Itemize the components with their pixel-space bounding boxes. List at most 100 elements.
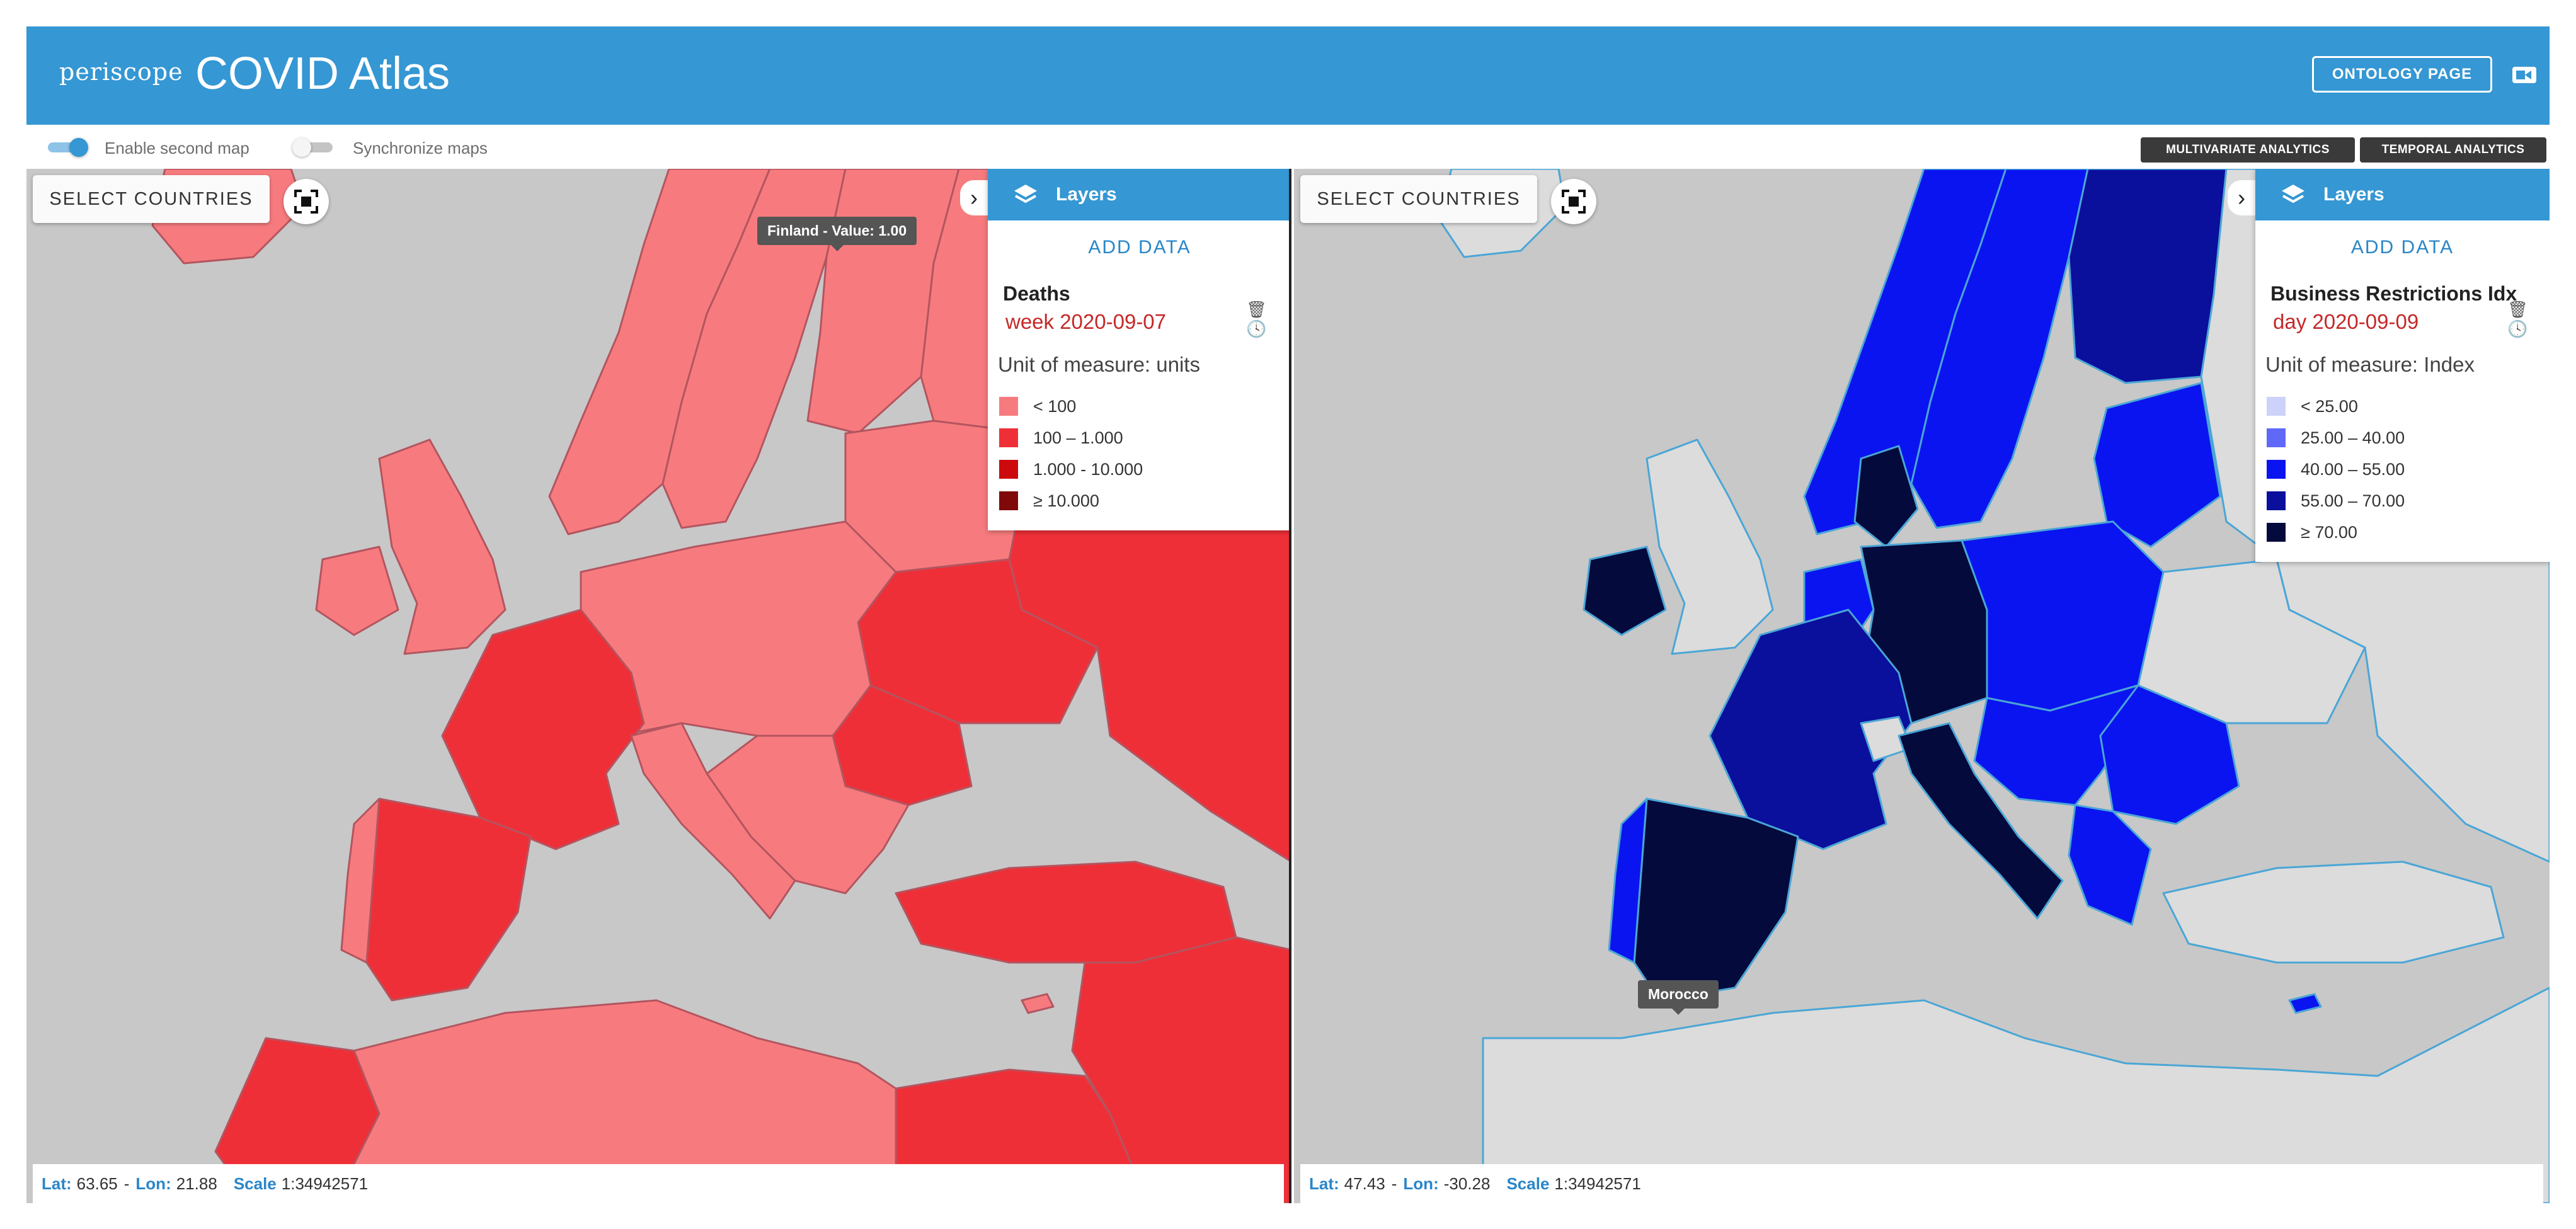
add-data-button[interactable]: ADD DATA (2350, 237, 2454, 258)
chevron-right-icon: › (2238, 185, 2245, 210)
layers-icon (2282, 185, 2304, 203)
unit-of-measure: Unit of measure: units (998, 353, 1200, 376)
region-balkans[interactable] (1973, 684, 2139, 806)
layer-actions: 🗑 🕓 (2507, 300, 2550, 339)
region-cyprus[interactable] (1021, 993, 1055, 1014)
legend-label: 55.00 – 70.00 (2301, 491, 2405, 510)
legend-label: 1.000 - 10.000 (1033, 459, 1143, 479)
region-middle-east[interactable] (1071, 936, 1291, 1203)
enable-second-map-label: Enable second map (105, 139, 249, 157)
legend-swatch (2267, 460, 2286, 479)
legend-item: ≥ 70.00 (2267, 517, 2405, 548)
unit-of-measure: Unit of measure: Index (2265, 353, 2475, 376)
collapse-layers-button[interactable]: › (2228, 180, 2255, 215)
covid-atlas-app: periscope COVID Atlas ONTOLOGY PAGE Enab… (26, 26, 2550, 1203)
select-countries-button[interactable]: SELECT COUNTRIES (33, 175, 270, 223)
legend-item: 25.00 – 40.00 (2267, 422, 2405, 454)
region-france[interactable] (441, 609, 645, 850)
collapse-layers-button[interactable]: › (960, 180, 988, 215)
legend-item: 40.00 – 55.00 (2267, 454, 2405, 485)
clock-icon[interactable]: 🕓 (1246, 319, 1267, 338)
region-denmark[interactable] (1853, 445, 1919, 548)
clock-icon[interactable]: 🕓 (2507, 319, 2528, 338)
layer-name: Deaths (1003, 282, 1070, 305)
ontology-page-button[interactable]: ONTOLOGY PAGE (2312, 56, 2492, 93)
synchronize-maps-toggle[interactable] (290, 136, 336, 157)
legend-swatch (999, 428, 1018, 447)
fullscreen-icon (294, 190, 318, 214)
region-france[interactable] (1709, 609, 1913, 850)
enable-second-map-toggle[interactable] (44, 136, 91, 157)
chevron-right-icon: › (970, 185, 978, 210)
region-portugal[interactable] (340, 797, 381, 964)
legend-swatch (2267, 397, 2286, 416)
layer-date: day 2020-09-09 (2273, 310, 2419, 333)
legend-label: < 25.00 (2301, 396, 2358, 416)
layers-title: Layers (1056, 184, 1117, 205)
lat-label: Lat: (42, 1174, 72, 1193)
region-spain[interactable] (365, 797, 532, 1002)
region-turkey[interactable] (2162, 860, 2505, 964)
region-finland[interactable] (2068, 169, 2228, 384)
layers-header: Layers (2255, 169, 2550, 220)
region-ireland[interactable] (315, 546, 399, 636)
region-italy[interactable] (1898, 722, 2064, 920)
right-map[interactable]: SELECT COUNTRIES › Morocco Layers ADD DA… (1294, 169, 2550, 1203)
map-status-bar: Lat: 47.43 - Lon: -30.28 Scale 1:3494257… (1300, 1164, 2543, 1203)
layers-header: Layers (988, 169, 1289, 220)
fullscreen-button[interactable] (1551, 179, 1596, 224)
add-data-button[interactable]: ADD DATA (1088, 237, 1191, 258)
layers-panel: Layers ADD DATA Deaths week 2020-09-07 🗑… (988, 169, 1289, 530)
layers-title: Layers (2323, 184, 2384, 205)
layers-icon (1014, 185, 1037, 203)
periscope-logo: periscope (59, 58, 183, 86)
region-greece[interactable] (2068, 804, 2152, 926)
legend-swatch (2267, 491, 2286, 510)
multivariate-analytics-button[interactable]: MULTIVARIATE ANALYTICS (2141, 137, 2355, 163)
region-ireland[interactable] (1583, 546, 1667, 636)
legend-swatch (999, 397, 1018, 416)
legend-label: ≥ 70.00 (2301, 522, 2357, 542)
legend-item: 55.00 – 70.00 (2267, 485, 2405, 517)
region-balkans[interactable] (706, 735, 910, 895)
legend-swatch (2267, 523, 2286, 542)
region-north-africa[interactable] (1482, 986, 2550, 1203)
scale-value: 1:34942571 (1554, 1174, 1641, 1193)
legend-swatch (2267, 428, 2286, 447)
temporal-analytics-button[interactable]: TEMPORAL ANALYTICS (2360, 137, 2546, 163)
region-portugal[interactable] (1608, 797, 1648, 964)
layer-actions: 🗑 🕓 (1246, 300, 1289, 339)
trash-icon[interactable]: 🗑 (2507, 300, 2529, 319)
legend-item: < 100 (999, 391, 1143, 422)
legend-label: 100 – 1.000 (1033, 428, 1123, 447)
layer-name: Business Restrictions Idx (2270, 282, 2517, 305)
scale-value: 1:34942571 (281, 1174, 369, 1193)
layer-date: week 2020-09-07 (1005, 310, 1167, 333)
select-countries-button[interactable]: SELECT COUNTRIES (1300, 175, 1537, 223)
trash-icon[interactable]: 🗑 (1246, 300, 1268, 319)
region-uk[interactable] (1646, 438, 1774, 655)
map-status-bar: Lat: 63.65 - Lon: 21.88 Scale 1:34942571 (33, 1164, 1284, 1203)
region-uk[interactable] (378, 438, 507, 655)
region-baltics[interactable] (2093, 382, 2221, 548)
region-cyprus[interactable] (2288, 993, 2322, 1014)
legend-label: 25.00 – 40.00 (2301, 428, 2405, 447)
scale-label: Scale (233, 1174, 277, 1193)
video-camera-icon[interactable] (2511, 63, 2538, 86)
scale-label: Scale (1506, 1174, 1550, 1193)
legend-item: < 25.00 (2267, 391, 2405, 422)
legend-label: 40.00 – 55.00 (2301, 459, 2405, 479)
tooltip-text: Finland - Value: 1.00 (767, 222, 907, 239)
left-map[interactable]: SELECT COUNTRIES › Finland - Value: 1.00… (26, 169, 1291, 1203)
fullscreen-icon (1562, 190, 1586, 214)
legend-item: 100 – 1.000 (999, 422, 1143, 454)
region-italy[interactable] (630, 722, 796, 920)
lat-label: Lat: (1309, 1174, 1339, 1193)
legend-label: < 100 (1033, 396, 1077, 416)
map-tooltip: Finland - Value: 1.00 (757, 217, 917, 251)
fullscreen-button[interactable] (283, 179, 329, 224)
lon-value: -30.28 (1443, 1174, 1491, 1193)
region-spain[interactable] (1633, 797, 1799, 1002)
legend-swatch (999, 491, 1018, 510)
region-poland[interactable] (1961, 520, 2165, 712)
